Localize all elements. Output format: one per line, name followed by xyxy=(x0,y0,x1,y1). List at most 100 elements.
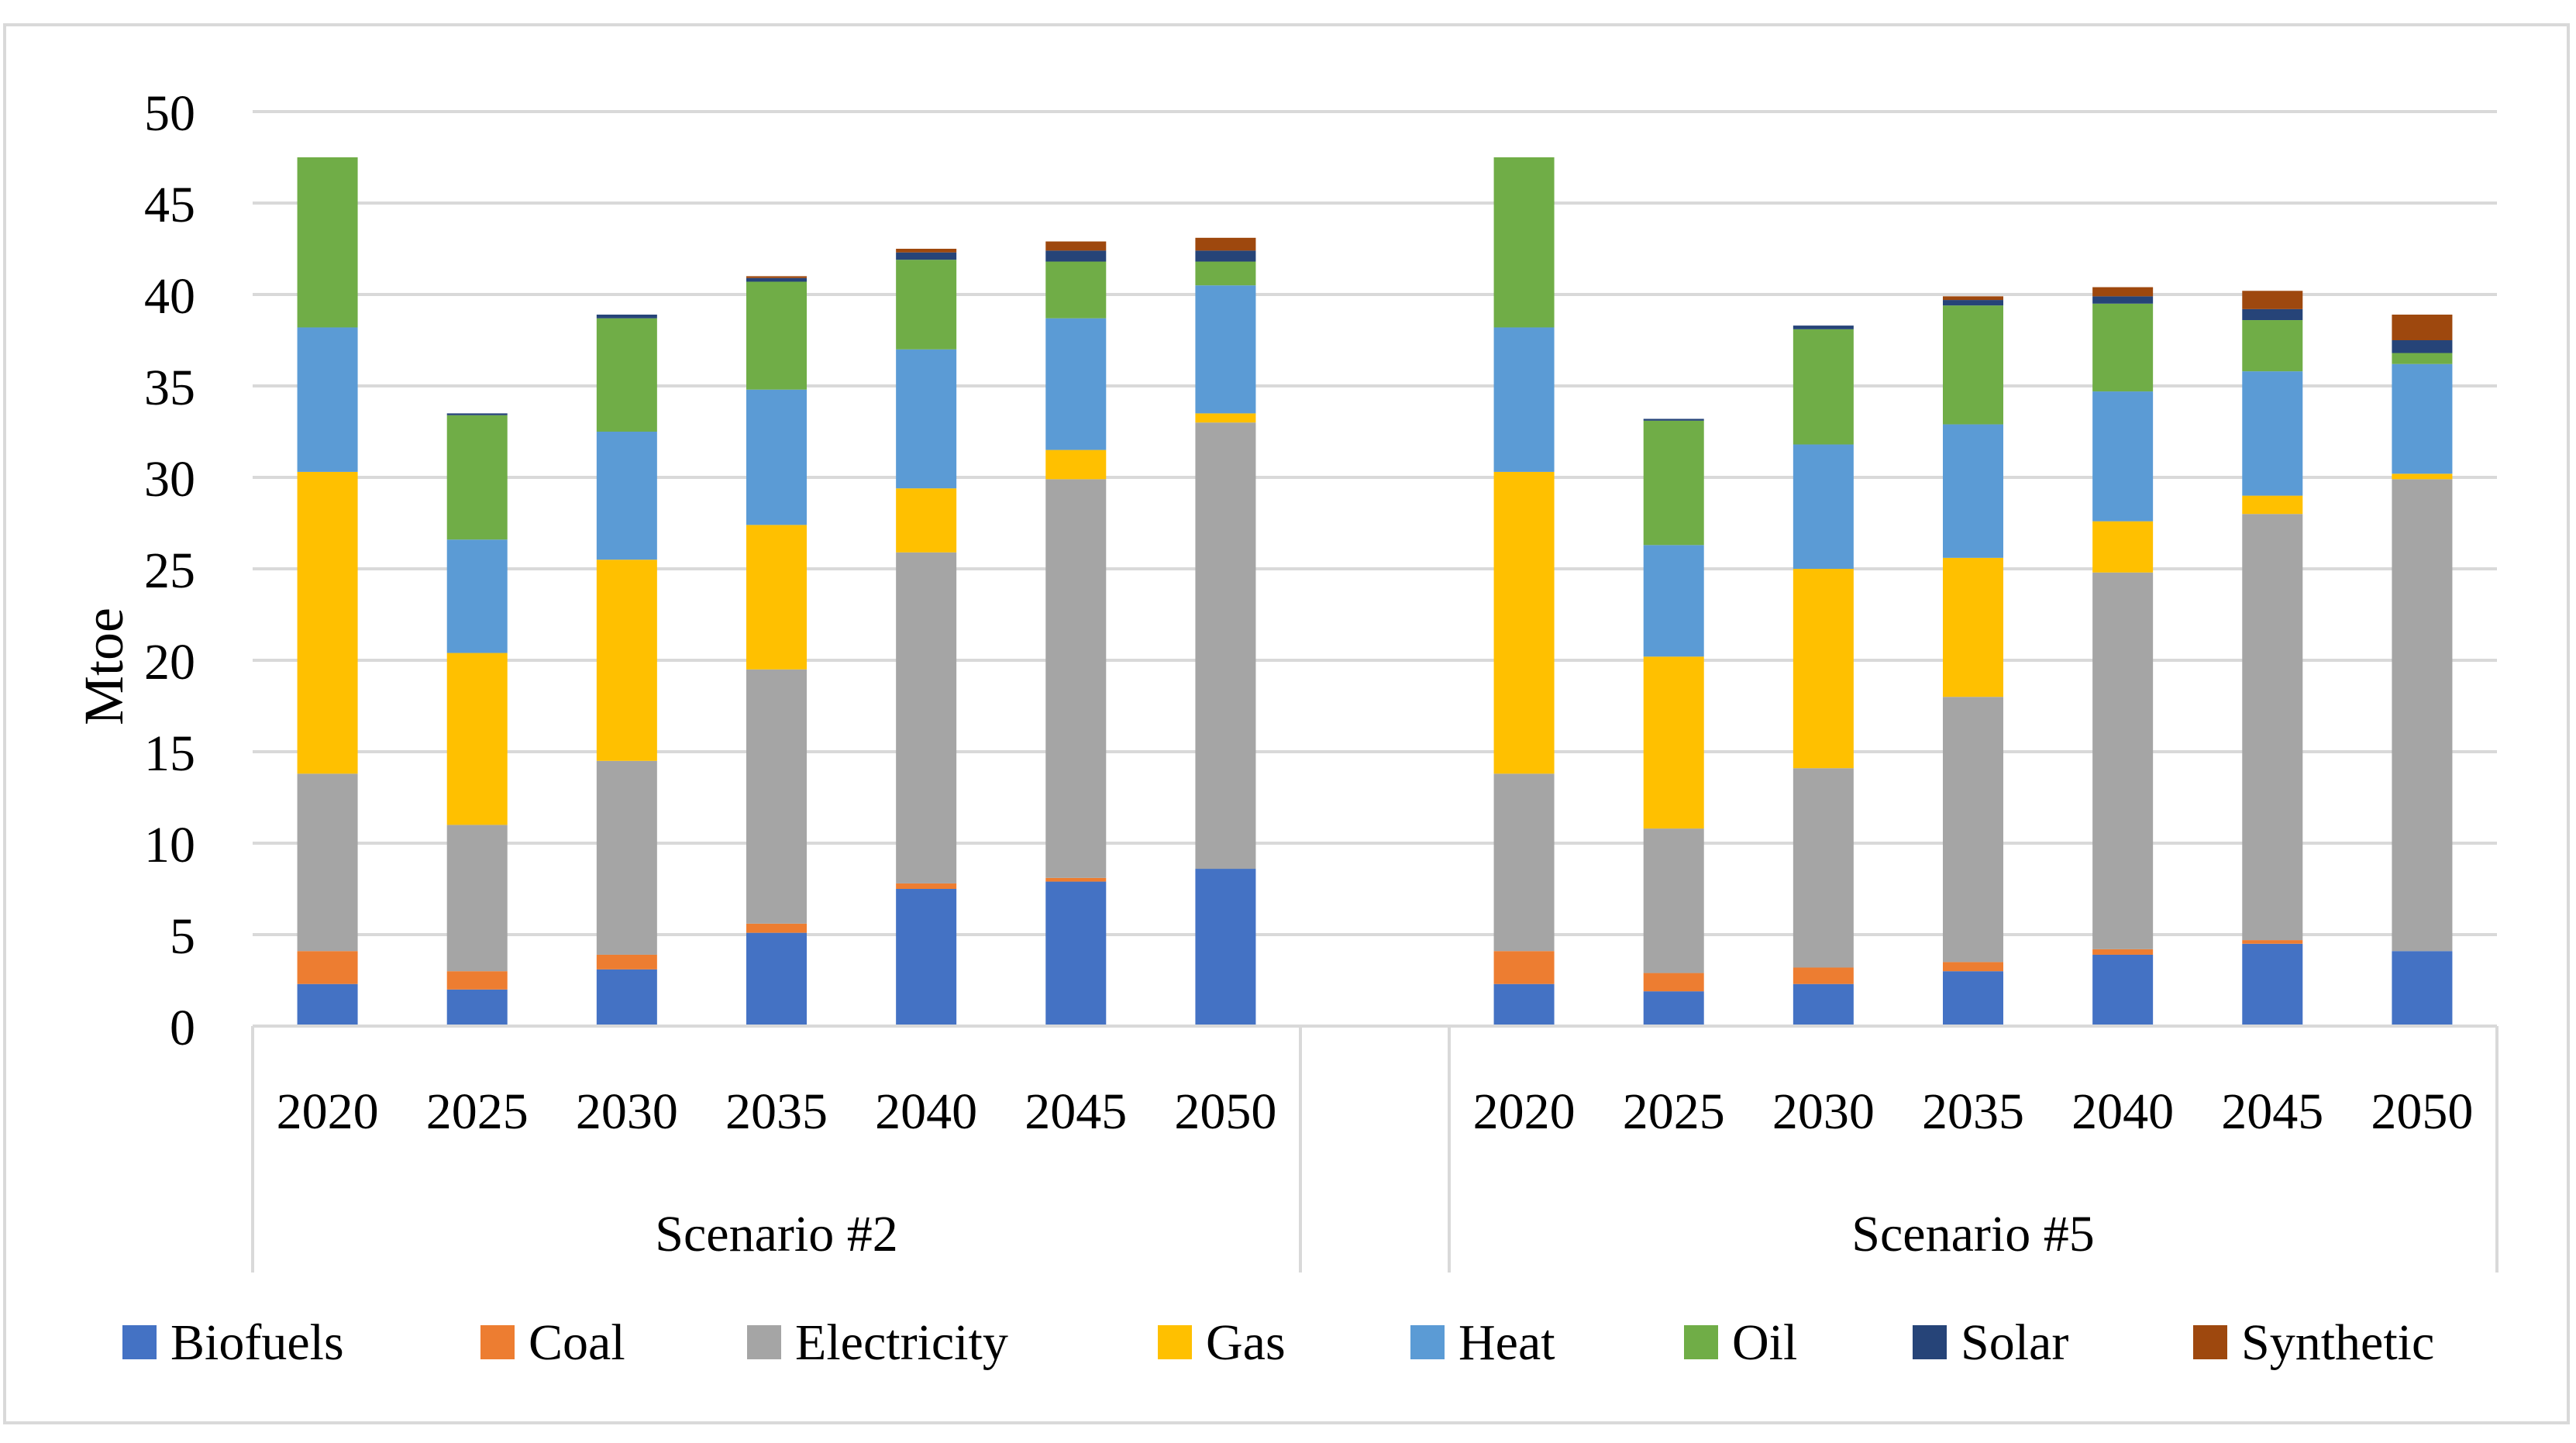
bar-segment-biofuels xyxy=(1943,971,2003,1026)
bar-segment-electricity xyxy=(446,825,508,972)
group-label: Scenario #5 xyxy=(1851,1206,2094,1262)
y-axis-title: Mtoe xyxy=(73,608,135,725)
y-axis: 0 5 10 15 20 25 30 35 40 45 50 xyxy=(144,85,195,1056)
bar-segment-heat xyxy=(2242,371,2303,496)
y-tick-label: 20 xyxy=(144,634,195,691)
bar-segment-biofuels xyxy=(297,983,358,1026)
bar-segment-coal xyxy=(1793,967,1854,984)
bar-segment-oil xyxy=(1195,261,1256,286)
bar-segment-coal xyxy=(596,954,657,969)
bar-segment-heat xyxy=(596,432,657,560)
legend-swatch-synthetic xyxy=(2193,1325,2227,1359)
x-tick-label: 2030 xyxy=(1772,1083,1875,1140)
gridlines xyxy=(253,110,2497,936)
bar-segment-electricity xyxy=(1195,422,1256,870)
bar-segment-heat xyxy=(1493,327,1555,472)
x-tick-label: 2035 xyxy=(1922,1083,2024,1140)
bar-segment-gas xyxy=(1195,413,1256,423)
bar-segment-synthetic xyxy=(1195,237,1256,251)
x-tick-label: 2030 xyxy=(576,1083,678,1140)
legend-label-gas: Gas xyxy=(1206,1314,1286,1371)
bar-segment-heat xyxy=(2092,391,2154,522)
x-tick-label: 2040 xyxy=(875,1083,977,1140)
x-tick-label: 2040 xyxy=(2071,1083,2174,1140)
bar-segment-gas xyxy=(297,471,358,774)
bar-segment-biofuels xyxy=(1195,869,1256,1026)
legend-swatch-heat xyxy=(1410,1325,1445,1359)
bar-segment-coal xyxy=(2092,949,2154,955)
bar-segment-gas xyxy=(2092,521,2154,573)
bar-segment-gas xyxy=(746,525,807,670)
bar-segment-oil xyxy=(896,260,957,350)
bar-segment-biofuels xyxy=(896,889,957,1026)
bar-segment-coal xyxy=(2242,940,2303,944)
bar-segment-oil xyxy=(596,318,657,432)
bar-segment-gas xyxy=(446,653,508,825)
y-tick-label: 0 xyxy=(170,1000,195,1056)
y-tick-label: 45 xyxy=(144,177,195,233)
bar-segment-coal xyxy=(896,883,957,889)
x-tick-label: 2050 xyxy=(2371,1083,2473,1140)
bar-segment-gas xyxy=(1643,656,1704,829)
bar-segment-solar xyxy=(1045,250,1107,262)
bar-segment-oil xyxy=(1045,261,1107,319)
bar-segment-solar xyxy=(2242,308,2303,321)
legend-swatch-electricity xyxy=(747,1325,781,1359)
bar-segment-oil xyxy=(1493,157,1555,328)
bar-segment-electricity xyxy=(1943,697,2003,963)
bar-segment-solar xyxy=(2392,340,2453,353)
bar-segment-oil xyxy=(1943,305,2003,425)
legend-swatch-oil xyxy=(1684,1325,1718,1359)
x-tick-label: 2020 xyxy=(277,1083,379,1140)
bar-segment-solar xyxy=(446,413,508,415)
legend-label-oil: Oil xyxy=(1732,1314,1797,1371)
bar-segment-biofuels xyxy=(1643,991,1704,1026)
y-tick-label: 40 xyxy=(144,268,195,325)
x-tick-label: 2045 xyxy=(1025,1083,1127,1140)
legend-label-biofuels: Biofuels xyxy=(170,1314,344,1371)
bar-segment-solar xyxy=(596,314,657,319)
y-tick-label: 35 xyxy=(144,360,195,416)
bar-segment-biofuels xyxy=(596,969,657,1026)
bar-segment-oil xyxy=(297,157,358,328)
y-tick-label: 5 xyxy=(170,908,195,965)
bar-segment-oil xyxy=(1643,420,1704,546)
legend-swatch-gas xyxy=(1158,1325,1192,1359)
legend-label-heat: Heat xyxy=(1458,1314,1555,1371)
legend-label-coal: Coal xyxy=(529,1314,625,1371)
bar-segment-heat xyxy=(1045,318,1107,450)
bar-segment-coal xyxy=(746,923,807,933)
y-tick-label: 50 xyxy=(144,85,195,142)
bar-segment-gas xyxy=(1943,557,2003,697)
bar-segment-gas xyxy=(596,560,657,761)
bar-segment-oil xyxy=(2392,353,2453,364)
y-tick-label: 10 xyxy=(144,817,195,873)
y-tick-label: 30 xyxy=(144,451,195,508)
bar-segment-solar xyxy=(1793,325,1854,329)
bar-segment-synthetic xyxy=(1943,296,2003,301)
bar-segment-oil xyxy=(746,281,807,390)
legend-label-solar: Solar xyxy=(1961,1314,2068,1371)
bar-segment-biofuels xyxy=(1793,983,1854,1026)
bar-segment-electricity xyxy=(1493,773,1555,952)
x-axis: 2020 2025 2030 2035 2040 2045 2050 Scenario #2 2… xyxy=(251,1025,2499,1273)
bar-segment-solar xyxy=(1643,418,1704,421)
bar-segment-electricity xyxy=(1045,479,1107,878)
bar-segment-coal xyxy=(1493,951,1555,984)
bar-segment-heat xyxy=(1793,444,1854,569)
bar-segment-heat xyxy=(1195,285,1256,414)
legend-swatch-coal xyxy=(480,1325,515,1359)
bar-segment-oil xyxy=(2092,303,2154,392)
bars xyxy=(297,157,2453,1026)
bar-segment-heat xyxy=(446,539,508,653)
bar-segment-heat xyxy=(297,327,358,472)
bar-segment-electricity xyxy=(746,669,807,924)
bar-segment-synthetic xyxy=(2392,314,2453,340)
bar-segment-biofuels xyxy=(446,989,508,1026)
bar-segment-electricity xyxy=(596,760,657,955)
bar-segment-coal xyxy=(1045,877,1107,882)
bar-segment-biofuels xyxy=(1493,983,1555,1026)
bar-segment-oil xyxy=(446,415,508,540)
bar-segment-coal xyxy=(297,951,358,984)
bar-segment-electricity xyxy=(2242,514,2303,941)
